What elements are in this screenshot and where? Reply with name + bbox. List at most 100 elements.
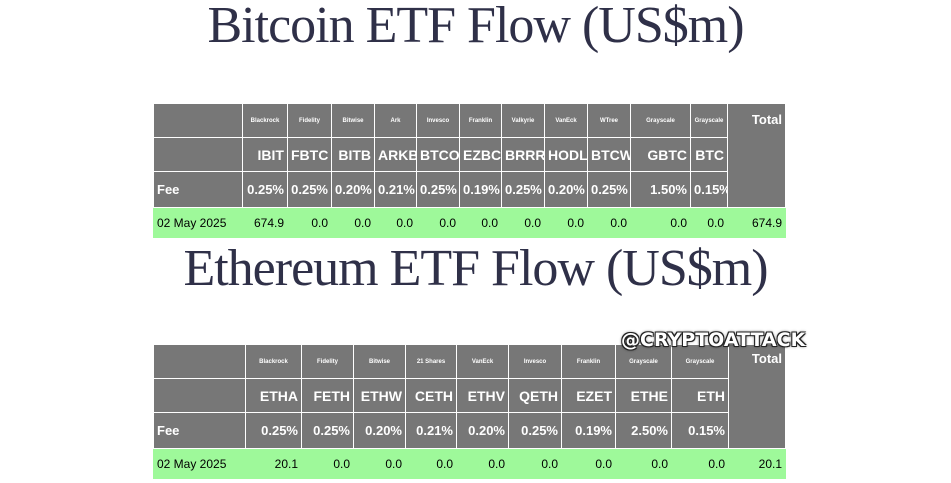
issuer-cell: Grayscale	[690, 103, 728, 138]
flow-cell: 0.0	[544, 207, 588, 238]
fee-cell: 0.20%	[331, 171, 375, 208]
ticker-cell: ETHA	[245, 378, 302, 413]
issuer-cell: Franklin	[459, 103, 502, 138]
flow-cell: 0.0	[615, 448, 672, 479]
total-header: Total	[728, 344, 786, 449]
bitcoin-table-title: Bitcoin ETF Flow (US$m)	[207, 0, 744, 54]
flow-cell: 0.0	[501, 207, 545, 238]
issuer-cell: Grayscale	[630, 103, 691, 138]
ticker-cell: EZBC	[459, 137, 502, 172]
ticker-cell: IBIT	[242, 137, 288, 172]
flow-date: 02 May 2025	[153, 448, 246, 479]
fee-cell: 0.19%	[561, 412, 616, 449]
fee-cell: 0.25%	[587, 171, 631, 208]
issuer-cell: Franklin	[561, 344, 616, 379]
issuer-cell: Bitwise	[331, 103, 375, 138]
flow-cell: 0.0	[690, 207, 728, 238]
fee-label: Fee	[153, 412, 246, 449]
ticker-cell: CETH	[405, 378, 457, 413]
fee-cell: 0.19%	[459, 171, 502, 208]
fee-cell: 0.25%	[416, 171, 460, 208]
issuer-cell: VanEck	[544, 103, 588, 138]
flow-row: 02 May 2025 20.1 0.0 0.0 0.0 0.0 0.0 0.0…	[153, 448, 786, 479]
ticker-cell: FETH	[301, 378, 354, 413]
ticker-row: IBIT FBTC BITB ARKB BTCO EZBC BRRR HODL …	[153, 137, 786, 172]
flow-cell: 0.0	[561, 448, 616, 479]
issuer-cell: Bitwise	[353, 344, 406, 379]
flow-cell: 0.0	[459, 207, 502, 238]
fee-cell: 2.50%	[615, 412, 672, 449]
flow-cell: 0.0	[353, 448, 406, 479]
corner-cell	[153, 344, 246, 379]
flow-cell: 0.0	[416, 207, 460, 238]
fee-cell: 0.21%	[374, 171, 417, 208]
ticker-cell: BTC	[690, 137, 728, 172]
flow-cell: 0.0	[456, 448, 509, 479]
flow-cell: 674.9	[242, 207, 288, 238]
flow-cell: 0.0	[630, 207, 691, 238]
issuer-cell: Blackrock	[242, 103, 288, 138]
watermark-text: @CRYPTOATTACK	[621, 329, 806, 351]
fee-cell: 0.25%	[501, 171, 545, 208]
ticker-cell: BRRR	[501, 137, 545, 172]
fee-row: Fee 0.25% 0.25% 0.20% 0.21% 0.20% 0.25% …	[153, 412, 786, 449]
issuer-cell: Fidelity	[301, 344, 354, 379]
fee-cell: 0.21%	[405, 412, 457, 449]
issuer-cell: VanEck	[456, 344, 509, 379]
ticker-cell: ETHW	[353, 378, 406, 413]
issuer-row: Blackrock Fidelity Bitwise 21 Shares Van…	[153, 344, 786, 449]
issuer-cell: Blackrock	[245, 344, 302, 379]
ticker-cell: QETH	[508, 378, 562, 413]
flow-cell: 0.0	[587, 207, 631, 238]
fee-cell: 0.20%	[456, 412, 509, 449]
ticker-cell: BTCO	[416, 137, 460, 172]
flow-row: 02 May 2025 674.9 0.0 0.0 0.0 0.0 0.0 0.…	[153, 207, 786, 238]
fee-cell: 1.50%	[630, 171, 691, 208]
fee-cell: 0.20%	[353, 412, 406, 449]
fee-cell: 0.15%	[690, 171, 728, 208]
flow-cell: 0.0	[671, 448, 729, 479]
issuer-row: Blackrock Fidelity Bitwise Ark Invesco F…	[153, 103, 786, 208]
fee-cell: 0.25%	[301, 412, 354, 449]
fee-cell: 0.20%	[544, 171, 588, 208]
flow-cell: 0.0	[374, 207, 417, 238]
ticker-cell: GBTC	[630, 137, 691, 172]
fee-label: Fee	[153, 171, 243, 208]
flow-total: 674.9	[727, 207, 786, 238]
flow-cell: 0.0	[508, 448, 562, 479]
flow-total: 20.1	[728, 448, 786, 479]
issuer-cell: Invesco	[416, 103, 460, 138]
fee-cell: 0.25%	[245, 412, 302, 449]
flow-cell: 20.1	[245, 448, 302, 479]
fee-cell: 0.25%	[287, 171, 332, 208]
issuer-cell: Invesco	[508, 344, 562, 379]
fee-cell: 0.25%	[242, 171, 288, 208]
issuer-cell: 21 Shares	[405, 344, 457, 379]
fee-cell: 0.25%	[508, 412, 562, 449]
fee-row: Fee 0.25% 0.25% 0.20% 0.21% 0.25% 0.19% …	[153, 171, 786, 208]
flow-cell: 0.0	[405, 448, 457, 479]
issuer-cell: Valkyrie	[501, 103, 545, 138]
ticker-cell: HODL	[544, 137, 588, 172]
total-header: Total	[727, 103, 786, 208]
ticker-cell: EZET	[561, 378, 616, 413]
issuer-cell: Fidelity	[287, 103, 332, 138]
ticker-cell: BITB	[331, 137, 375, 172]
bitcoin-etf-flow-table: Blackrock Fidelity Bitwise Ark Invesco F…	[153, 103, 786, 238]
ethereum-table-title: Ethereum ETF Flow (US$m)	[183, 240, 768, 297]
issuer-cell: Grayscale	[615, 344, 672, 379]
blank-cell	[153, 137, 243, 172]
fee-cell: 0.15%	[671, 412, 729, 449]
issuer-cell: WTree	[587, 103, 631, 138]
ticker-cell: ETH	[671, 378, 729, 413]
ethereum-etf-flow-table: Blackrock Fidelity Bitwise 21 Shares Van…	[153, 344, 786, 479]
issuer-cell: Ark	[374, 103, 417, 138]
corner-cell	[153, 103, 243, 138]
ticker-cell: ETHV	[456, 378, 509, 413]
blank-cell	[153, 378, 246, 413]
flow-cell: 0.0	[301, 448, 354, 479]
ticker-cell: BTCW	[587, 137, 631, 172]
flow-date: 02 May 2025	[153, 207, 243, 238]
ticker-row: ETHA FETH ETHW CETH ETHV QETH EZET ETHE …	[153, 378, 786, 413]
flow-cell: 0.0	[331, 207, 375, 238]
